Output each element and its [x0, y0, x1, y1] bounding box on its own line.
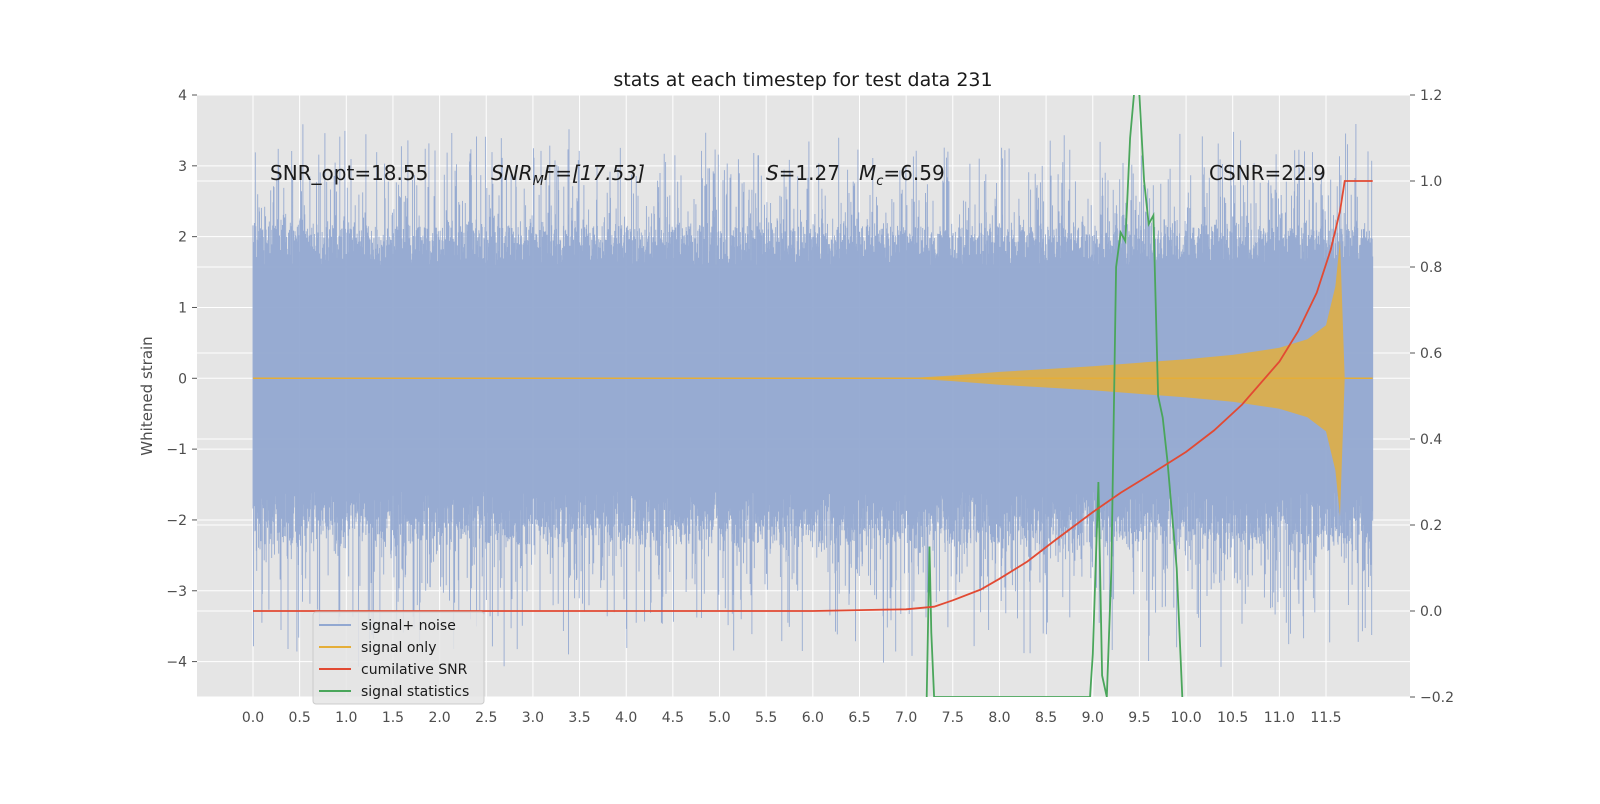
annotation-snr-mf-rest: F=[17.53] [544, 161, 645, 185]
x-tick-label: 4.5 [662, 710, 684, 726]
y-tick-label: −1 [166, 442, 187, 458]
y-tick-label: 2 [178, 230, 187, 246]
x-tick-label: 5.5 [755, 710, 777, 726]
legend: signal+ noise signal only cumilative SNR… [312, 611, 485, 705]
y2-tick-label: 0.0 [1420, 604, 1442, 620]
x-axis-ticks: 0.0 0.5 1.0 1.5 2.0 2.5 3.0 3.5 4.0 4.5 5.0 5.5 6.0 6… [242, 710, 1342, 726]
annotation-s-val: =1.27 [779, 161, 840, 185]
x-tick-label: 9.5 [1128, 710, 1150, 726]
x-tick-label: 7.0 [895, 710, 917, 726]
y-axis-label: Whitened strain [138, 336, 156, 455]
annotation-mc-var: M [859, 161, 876, 185]
y2-tick-label: 0.4 [1420, 432, 1442, 448]
annotation-s: S=1.27 [766, 161, 840, 185]
y-tick-label: 4 [178, 88, 187, 104]
y-tick-label: 1 [178, 300, 187, 316]
annotations: SNR_opt=18.55 SNRMF=[17.53] S=1.27 Mc=6.… [270, 161, 1326, 189]
x-tick-label: 3.0 [522, 710, 544, 726]
y2-axis-ticks: 1.2 1.0 0.8 0.6 0.4 0.2 0.0 −0.2 [1410, 88, 1454, 706]
annotation-s-var: S [766, 161, 779, 185]
x-tick-label: 7.5 [942, 710, 964, 726]
legend-label-stats: signal statistics [361, 684, 469, 700]
y2-tick-label: −0.2 [1420, 690, 1454, 706]
series-signal-only [252, 240, 1373, 517]
annotation-csnr: CSNR=22.9 [1209, 161, 1326, 185]
annotation-mc: Mc=6.59 [859, 161, 945, 189]
x-tick-label: 6.0 [802, 710, 824, 726]
x-tick-label: 10.5 [1217, 710, 1248, 726]
annotation-snr-mf-sub: M [533, 174, 544, 189]
x-tick-label: 8.0 [988, 710, 1010, 726]
y2-tick-label: 0.8 [1420, 260, 1442, 276]
y-tick-label: 3 [178, 159, 187, 175]
cumilative-snr-line [253, 180, 1373, 612]
y-axis-ticks: 4 3 2 1 0 −1 −2 −3 −4 [166, 88, 197, 671]
x-tick-label: 9.0 [1082, 710, 1104, 726]
y2-tick-label: 0.6 [1420, 346, 1442, 362]
x-tick-label: 3.5 [568, 710, 590, 726]
y-tick-label: −4 [166, 655, 187, 671]
x-tick-label: 0.5 [289, 710, 311, 726]
x-tick-label: 10.0 [1170, 710, 1201, 726]
x-tick-label: 1.0 [335, 710, 357, 726]
x-tick-label: 2.0 [428, 710, 450, 726]
x-tick-label: 1.5 [382, 710, 404, 726]
x-tick-label: 8.5 [1035, 710, 1057, 726]
x-tick-label: 2.5 [475, 710, 497, 726]
annotation-mc-sub: c [876, 174, 883, 189]
x-tick-label: 11.5 [1310, 710, 1341, 726]
legend-label-signal: signal only [361, 640, 436, 656]
x-tick-label: 0.0 [242, 710, 264, 726]
y2-tick-label: 1.2 [1420, 88, 1442, 104]
signal-statistics-line [925, 95, 1184, 697]
annotation-mc-val: =6.59 [883, 161, 944, 185]
chart-title: stats at each timestep for test data 231 [613, 69, 992, 91]
legend-label-csnr: cumilative SNR [361, 662, 468, 678]
x-tick-label: 6.5 [848, 710, 870, 726]
annotation-snr-mf-main: SNR [491, 161, 533, 185]
y-tick-label: −3 [166, 584, 187, 600]
y-tick-label: 0 [178, 371, 187, 387]
x-tick-label: 5.0 [708, 710, 730, 726]
y2-tick-label: 0.2 [1420, 518, 1442, 534]
annotation-snr-mf: SNRMF=[17.53] [491, 161, 645, 189]
y2-tick-label: 1.0 [1420, 174, 1442, 190]
legend-label-noise: signal+ noise [361, 618, 456, 634]
x-tick-label: 4.0 [615, 710, 637, 726]
x-tick-label: 11.0 [1264, 710, 1295, 726]
y-tick-label: −2 [166, 513, 187, 529]
annotation-snr-opt: SNR_opt=18.55 [270, 161, 428, 185]
series-lines [253, 95, 1373, 697]
legend-box [312, 611, 485, 705]
